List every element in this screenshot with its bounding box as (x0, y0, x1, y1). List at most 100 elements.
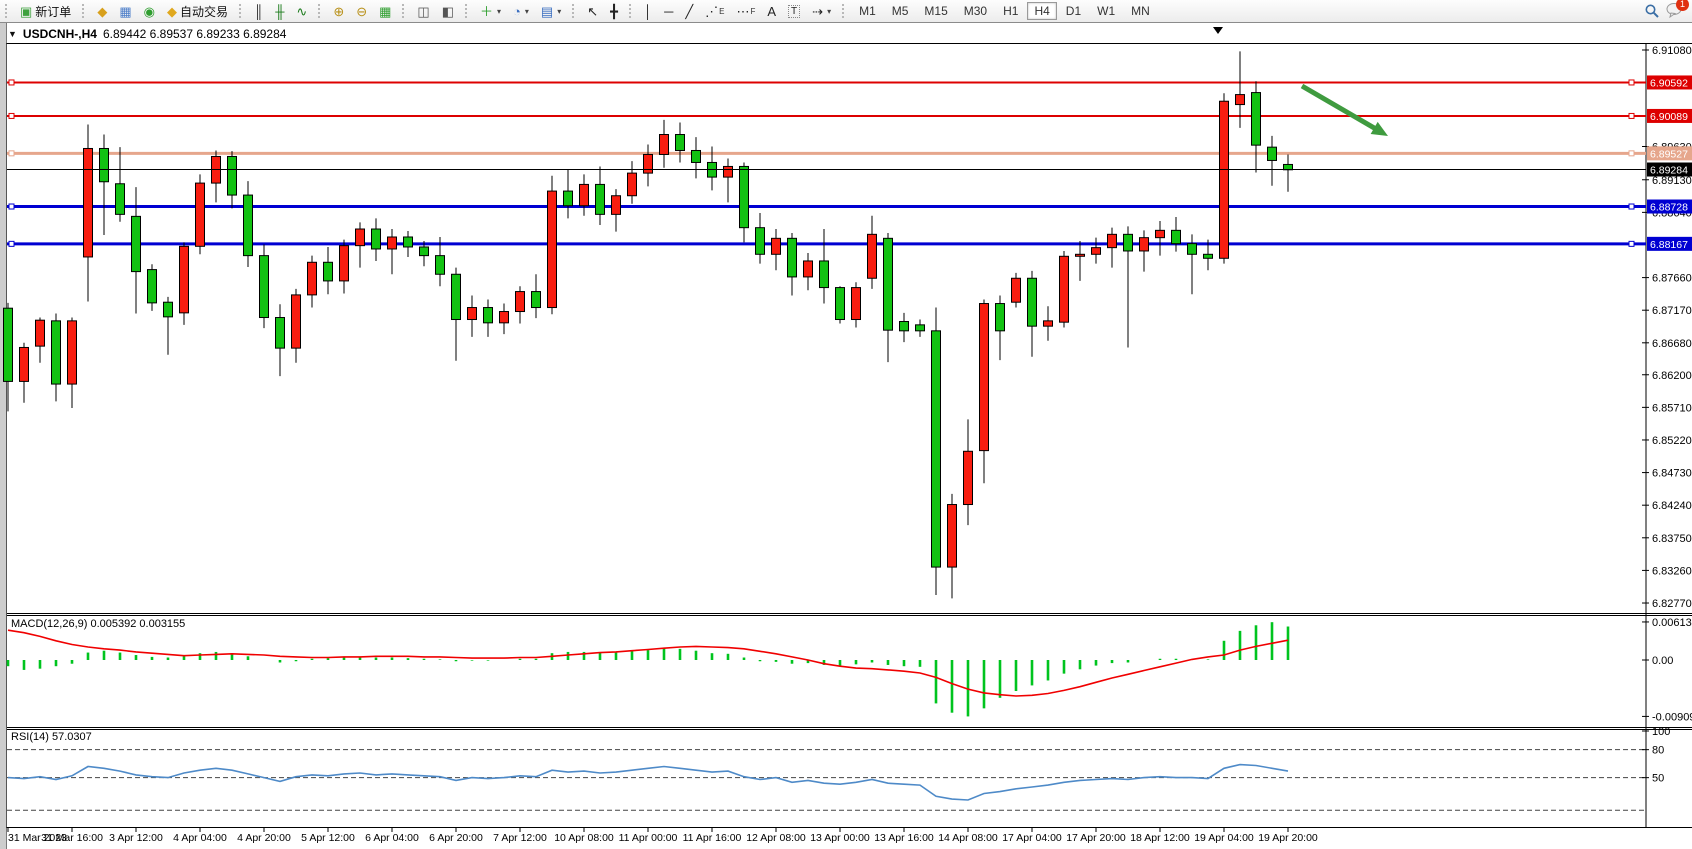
candle (899, 321, 909, 332)
timeframe-mn[interactable]: MN (1131, 4, 1150, 18)
data-window-icon: ▦ (119, 3, 132, 19)
notification-badge: 1 (1676, 0, 1689, 11)
time-axis-label: 3 Apr 12:00 (109, 832, 163, 844)
time-axis-label: 31 Mar 2023 (8, 832, 67, 844)
text-button[interactable]: A (762, 3, 781, 20)
zoom-in-button[interactable]: ⊕ (328, 3, 349, 20)
candle (323, 261, 333, 282)
candle (1075, 253, 1085, 257)
navigator-button[interactable]: ◉ (139, 3, 160, 20)
timeframe-d1[interactable]: D1 (1065, 4, 1082, 18)
price-axis-tick: 6.82770 (1652, 598, 1692, 610)
zoom-out-button[interactable]: ⊖ (351, 3, 372, 20)
fibonacci-button[interactable]: ⋯ F (731, 3, 760, 20)
candle (35, 319, 45, 347)
candle (963, 450, 973, 506)
candle (643, 153, 653, 174)
cursor-button[interactable]: ↖ (582, 3, 603, 20)
candle (835, 287, 845, 321)
market-watch-button[interactable]: ◆ (92, 3, 112, 20)
timeframe-m15[interactable]: M15 (924, 4, 948, 18)
templates-button[interactable]: ▤ ▾ (536, 3, 566, 20)
chart-menu-toggle-icon[interactable]: ▼ (8, 29, 17, 39)
candle (1139, 237, 1149, 252)
timeframe-m5[interactable]: M5 (891, 4, 909, 18)
candle (115, 183, 125, 215)
align-windows-button[interactable]: ◧ (437, 3, 459, 20)
candle (883, 237, 893, 331)
crosshair-icon: ╋ (610, 3, 618, 19)
arrange-windows-button[interactable]: ◫ (412, 3, 434, 20)
new-order-button[interactable]: ▣ 新订单 (15, 1, 76, 22)
data-window-button[interactable]: ▦ (114, 3, 136, 20)
vertical-line-icon: │ (643, 3, 653, 19)
periods-button[interactable]: ◔ ▾ (508, 3, 534, 20)
timeframe-w1[interactable]: W1 (1097, 4, 1116, 18)
line-chart-mode-button[interactable]: ∿ (291, 3, 312, 20)
candle (931, 330, 941, 568)
price-axis-tick: 6.87170 (1652, 305, 1692, 317)
candle (259, 255, 269, 319)
time-axis-label: 18 Apr 12:00 (1130, 832, 1190, 844)
tile-windows-button[interactable]: ▦ (374, 3, 396, 20)
price-level-tag: 6.88167 (1650, 239, 1688, 251)
candlestick-mode-button[interactable]: ╫ (270, 3, 289, 20)
candle (1251, 92, 1261, 146)
price-axis-tick: 6.87660 (1652, 273, 1692, 285)
bar-chart-mode-icon: ║ (253, 3, 264, 19)
toolbar-group-grip (82, 4, 87, 18)
candle (803, 260, 813, 278)
chat-icon[interactable]: 1 (1666, 0, 1689, 21)
candle (1187, 243, 1197, 255)
main-toolbar: ▣ 新订单 ◆ ▦ ◉ ◆ 自动交易 ║ ╫ ∿ ⊕ ⊖ ▦ ◫ ◧ ＋ ▾ ◔ ▾ ▤ ▾ ↖ ╋ │ ─ ╱ ⋰ E ⋯ F A T ⇢ ▾ M… (0, 0, 1692, 23)
search-icon[interactable] (1644, 3, 1660, 19)
candle (595, 183, 605, 215)
chart-shift-marker-icon[interactable] (1213, 27, 1223, 34)
new-order-label: 新订单 (35, 4, 72, 19)
timeframe-m30[interactable]: M30 (963, 4, 988, 18)
crosshair-button[interactable]: ╋ (605, 3, 623, 20)
candle (419, 246, 429, 257)
candle (1155, 229, 1165, 239)
candle (515, 291, 525, 313)
timeframe-h1[interactable]: H1 (1003, 4, 1019, 18)
time-axis-label: 4 Apr 04:00 (173, 832, 227, 844)
price-axis-tick: 6.84730 (1652, 468, 1692, 480)
horizontal-line-button[interactable]: ─ (659, 3, 678, 20)
toolbar-group-grip (842, 4, 847, 18)
chart-title-bar: ▼ USDCNH-,H4 6.89442 6.89537 6.89233 6.8… (8, 26, 286, 42)
price-level-tag: 6.88728 (1650, 202, 1688, 214)
periods-icon: ◔ (513, 3, 521, 19)
new-chart-icon: ＋ (480, 3, 494, 19)
candle (147, 269, 157, 304)
chart-symbol-period: USDCNH-,H4 (22, 27, 97, 41)
bar-chart-mode-button[interactable]: ║ (249, 3, 268, 20)
candle (131, 215, 141, 273)
new-chart-button[interactable]: ＋ ▾ (475, 3, 506, 20)
text-label-button[interactable]: T (783, 3, 805, 20)
candle (659, 134, 669, 155)
time-axis-label: 14 Apr 08:00 (938, 832, 998, 844)
text-label-icon: T (788, 4, 801, 18)
candle (755, 227, 765, 255)
auto-trading-button[interactable]: ◆ 自动交易 (162, 1, 233, 22)
toolbar-group-grip (628, 4, 634, 18)
arrows-button[interactable]: ⇢ ▾ (807, 3, 836, 20)
trend-arrow-annotation[interactable] (1370, 121, 1388, 136)
macd-axis-tick: 0.006137 (1652, 617, 1692, 629)
candle (915, 324, 925, 332)
timeframe-m1[interactable]: M1 (859, 4, 876, 18)
fibonacci-sub-label: F (750, 6, 756, 16)
toolbar-group-grip (465, 4, 470, 18)
candle (1027, 277, 1037, 327)
equidistant-channel-button[interactable]: ⋰ E (700, 3, 729, 20)
vertical-line-button[interactable]: │ (639, 3, 657, 20)
timeframe-h4[interactable]: H4 (1027, 2, 1057, 20)
trendline-button[interactable]: ╱ (680, 3, 698, 20)
candle (339, 245, 349, 282)
candle (1107, 233, 1117, 249)
candle (531, 291, 541, 309)
time-axis-label: 6 Apr 04:00 (365, 832, 419, 844)
candle (67, 320, 77, 385)
